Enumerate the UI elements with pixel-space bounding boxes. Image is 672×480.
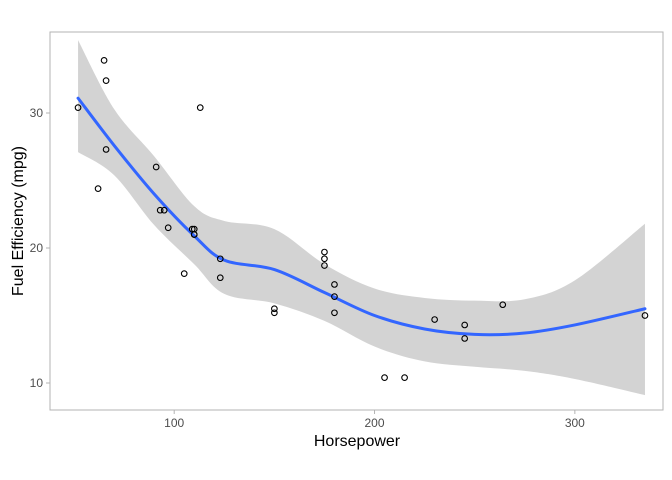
- data-point: [331, 309, 338, 317]
- data-point: [216, 274, 224, 282]
- data-point: [499, 301, 507, 309]
- y-tick-label: 30: [30, 106, 44, 120]
- data-point: [196, 104, 204, 111]
- x-tick-label: 300: [565, 416, 585, 430]
- smooth-fit-line: [76, 96, 647, 337]
- data-point: [401, 374, 408, 381]
- data-point: [180, 270, 188, 278]
- data-point: [271, 305, 278, 313]
- data-point: [160, 206, 168, 214]
- data-point: [190, 225, 198, 233]
- data-point: [461, 321, 469, 329]
- y-axis-title: Fuel Efficiency (mpg): [10, 146, 27, 296]
- data-point: [216, 255, 224, 263]
- data-point: [102, 146, 110, 153]
- data-point: [152, 163, 160, 171]
- data-point: [102, 77, 110, 84]
- data-point: [271, 309, 278, 317]
- data-point: [331, 293, 338, 300]
- data-point: [321, 248, 328, 256]
- x-tick-label: 100: [164, 416, 184, 430]
- data-point: [100, 56, 108, 64]
- data-point: [321, 255, 328, 263]
- data-point: [431, 316, 438, 323]
- data-point: [74, 104, 82, 111]
- x-axis-title: Horsepower: [314, 433, 401, 450]
- data-point: [331, 281, 338, 288]
- y-tick-label: 20: [30, 241, 44, 255]
- data-point: [461, 335, 469, 342]
- data-point: [321, 262, 328, 269]
- x-tick-label: 200: [365, 416, 385, 430]
- data-point: [381, 374, 388, 381]
- data-point: [94, 185, 102, 192]
- confidence-band: [78, 40, 645, 396]
- data-point: [164, 224, 172, 232]
- data-point: [156, 206, 164, 214]
- data-point: [641, 312, 649, 319]
- y-tick-label: 10: [30, 376, 44, 390]
